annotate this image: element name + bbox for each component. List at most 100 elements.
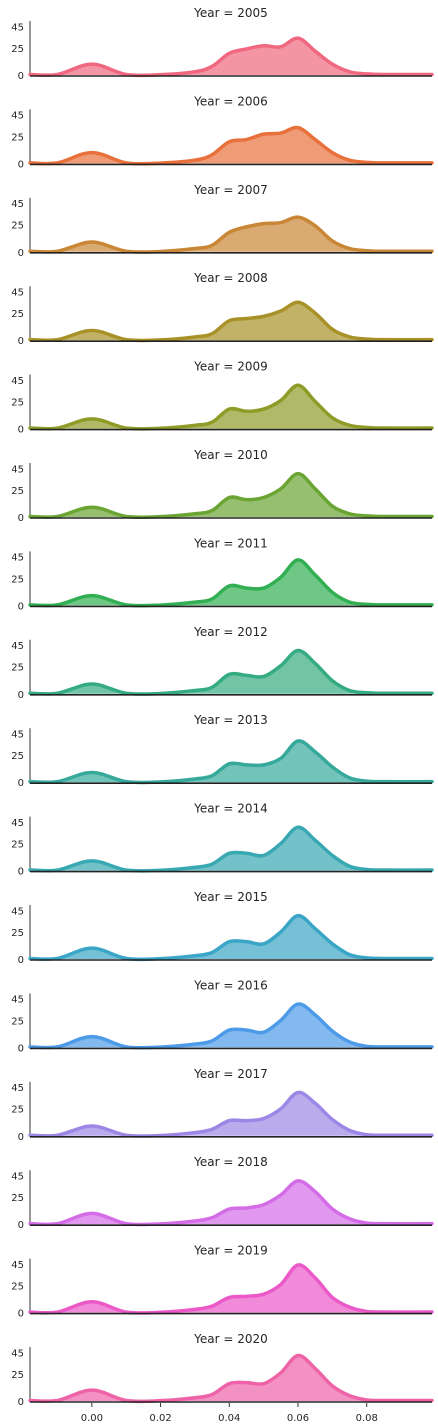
panel-2015: Year = 2015 0 25 45 xyxy=(11,890,434,966)
panel-title: Year = 2005 xyxy=(193,6,268,20)
density-line xyxy=(28,1263,434,1315)
y-tick-label: 45 xyxy=(11,199,24,210)
panel-2009: Year = 2009 0 25 45 xyxy=(11,360,434,436)
y-tick-label: 0 xyxy=(18,71,24,82)
density-line xyxy=(28,739,434,785)
x-tick-label: 0.00 xyxy=(81,1413,103,1424)
panel-2005: Year = 2005 0 25 45 xyxy=(11,6,434,82)
y-tick-label: 45 xyxy=(11,464,24,475)
panel-title: Year = 2011 xyxy=(193,536,268,550)
density-line xyxy=(28,471,434,520)
panel-title: Year = 2015 xyxy=(193,890,268,904)
panel-2017: Year = 2017 0 25 45 xyxy=(11,1067,434,1143)
density-area xyxy=(30,217,432,253)
density-line xyxy=(28,300,434,343)
y-tick-label: 25 xyxy=(11,1016,24,1027)
y-tick-label: 25 xyxy=(11,1105,24,1116)
y-tick-label: 0 xyxy=(18,1309,24,1320)
y-tick-label: 0 xyxy=(18,336,24,347)
panel-title: Year = 2008 xyxy=(193,271,268,285)
panel-2018: Year = 2018 0 25 45 xyxy=(11,1155,434,1231)
y-tick-label: 0 xyxy=(18,248,24,259)
panel-title: Year = 2006 xyxy=(193,94,268,108)
y-tick-label: 45 xyxy=(11,641,24,652)
y-tick-label: 0 xyxy=(18,159,24,170)
y-tick-label: 25 xyxy=(11,44,24,55)
y-tick-label: 0 xyxy=(18,513,24,524)
density-area xyxy=(30,559,432,606)
density-area xyxy=(30,38,432,76)
density-line xyxy=(28,383,434,431)
density-line xyxy=(28,215,434,254)
x-tick-label: 0.06 xyxy=(287,1413,309,1424)
density-area xyxy=(30,740,432,783)
y-tick-label: 0 xyxy=(18,425,24,436)
y-tick-label: 0 xyxy=(18,955,24,966)
density-area xyxy=(30,827,432,871)
y-tick-label: 25 xyxy=(11,663,24,674)
density-line xyxy=(28,1179,434,1227)
panel-title: Year = 2010 xyxy=(193,448,268,462)
panel-title: Year = 2019 xyxy=(193,1244,268,1258)
density-line xyxy=(28,648,434,696)
panel-2008: Year = 2008 0 25 45 xyxy=(11,271,434,347)
y-tick-label: 45 xyxy=(11,906,24,917)
density-area xyxy=(30,650,432,695)
panel-2011: Year = 2011 0 25 45 xyxy=(11,536,434,612)
y-tick-label: 25 xyxy=(11,221,24,232)
density-area xyxy=(30,1264,432,1314)
density-line xyxy=(28,1090,434,1138)
panel-title: Year = 2016 xyxy=(193,978,268,992)
panel-2014: Year = 2014 0 25 45 xyxy=(11,802,434,878)
density-area xyxy=(30,1003,432,1048)
panel-title: Year = 2018 xyxy=(193,1155,268,1169)
y-tick-label: 45 xyxy=(11,1083,24,1094)
panel-title: Year = 2012 xyxy=(193,625,268,639)
y-tick-label: 45 xyxy=(11,995,24,1006)
y-tick-label: 25 xyxy=(11,1193,24,1204)
density-line xyxy=(28,913,434,962)
panel-2013: Year = 2013 0 25 45 xyxy=(11,713,434,789)
panel-2012: Year = 2012 0 25 45 xyxy=(11,625,434,701)
density-line xyxy=(28,125,434,166)
y-tick-label: 45 xyxy=(11,553,24,564)
y-tick-label: 25 xyxy=(11,928,24,939)
y-tick-label: 45 xyxy=(11,818,24,829)
y-tick-label: 0 xyxy=(18,1132,24,1143)
density-line xyxy=(28,825,434,873)
panel-2019: Year = 2019 0 25 45 xyxy=(11,1244,434,1320)
y-tick-label: 45 xyxy=(11,729,24,740)
y-tick-label: 45 xyxy=(11,111,24,122)
y-tick-label: 0 xyxy=(18,1043,24,1054)
y-tick-label: 0 xyxy=(18,690,24,701)
panel-2010: Year = 2010 0 25 45 xyxy=(11,448,434,524)
density-area xyxy=(30,127,432,164)
panel-title: Year = 2020 xyxy=(193,1332,268,1346)
y-tick-label: 25 xyxy=(11,309,24,320)
panel-2006: Year = 2006 0 25 45 xyxy=(11,94,434,170)
density-area xyxy=(30,1355,432,1402)
panel-title: Year = 2013 xyxy=(193,713,268,727)
x-tick-label: 0.08 xyxy=(356,1413,378,1424)
y-tick-label: 25 xyxy=(11,486,24,497)
panel-2007: Year = 2007 0 25 45 xyxy=(11,183,434,259)
panel-title: Year = 2014 xyxy=(193,802,268,816)
density-area xyxy=(30,915,432,960)
y-tick-label: 0 xyxy=(18,778,24,789)
y-tick-label: 25 xyxy=(11,132,24,143)
y-tick-label: 0 xyxy=(18,1220,24,1231)
y-tick-label: 25 xyxy=(11,751,24,762)
y-tick-label: 25 xyxy=(11,398,24,409)
y-tick-label: 45 xyxy=(11,287,24,298)
y-tick-label: 45 xyxy=(11,1260,24,1271)
density-line xyxy=(28,1353,434,1404)
panel-title: Year = 2009 xyxy=(193,360,268,374)
y-tick-label: 25 xyxy=(11,1282,24,1293)
y-tick-label: 45 xyxy=(11,376,24,387)
y-tick-label: 25 xyxy=(11,574,24,585)
y-tick-label: 25 xyxy=(11,1370,24,1381)
y-tick-label: 0 xyxy=(18,867,24,878)
panel-2020: Year = 2020 0 25 45 xyxy=(11,1332,434,1408)
